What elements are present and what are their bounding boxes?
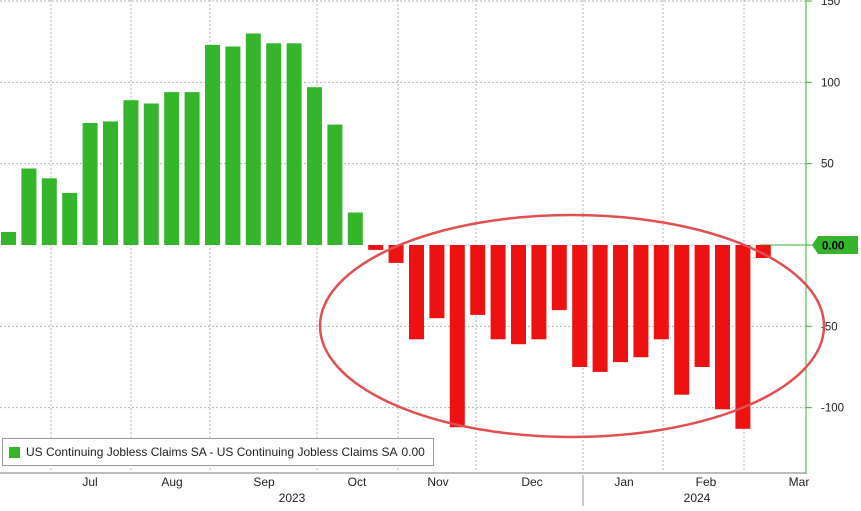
legend-label: US Continuing Jobless Claims SA - US Con…	[26, 445, 398, 459]
bar	[490, 245, 506, 340]
bar	[164, 92, 180, 245]
year-label: 2024	[684, 491, 711, 505]
grid	[0, 0, 806, 472]
bar	[143, 103, 159, 245]
y-tick-label: 100	[821, 77, 840, 89]
bar	[184, 92, 200, 245]
bar	[205, 44, 220, 246]
bar	[429, 245, 445, 319]
bar	[470, 245, 486, 315]
bar	[103, 121, 118, 245]
bar	[347, 212, 363, 245]
x-tick-label: Jan	[614, 475, 633, 489]
year-label: 2023	[279, 491, 306, 505]
bars	[1, 33, 771, 429]
bar	[368, 245, 384, 250]
bar	[653, 245, 669, 340]
bar	[694, 245, 710, 367]
bar	[674, 245, 690, 395]
x-tick-label: Oct	[348, 475, 367, 489]
bar	[735, 245, 751, 429]
bar	[1, 232, 16, 245]
bar	[21, 168, 37, 245]
bar	[266, 43, 282, 245]
bar	[715, 245, 730, 410]
x-tick-label: Jul	[82, 475, 97, 489]
last-value-label: 0.00	[812, 236, 858, 254]
x-tick-label: Feb	[696, 475, 717, 489]
bar	[449, 245, 465, 428]
bar	[511, 245, 526, 345]
legend[interactable]: US Continuing Jobless Claims SA - US Con…	[2, 438, 434, 466]
bar	[123, 100, 139, 245]
bar	[245, 33, 261, 245]
x-tick-label: Sep	[253, 475, 275, 489]
bar	[62, 192, 78, 245]
bar	[225, 46, 241, 245]
bar	[551, 245, 567, 311]
bar	[531, 245, 547, 340]
bar	[633, 245, 649, 358]
bar	[572, 245, 588, 367]
x-tick-label: Nov	[427, 475, 448, 489]
y-tick-label: -100	[821, 403, 844, 415]
bar	[41, 178, 57, 245]
legend-swatch	[9, 446, 20, 458]
bar	[82, 123, 98, 245]
last-value-flag	[812, 236, 858, 254]
bar	[613, 245, 628, 363]
bar	[327, 124, 343, 245]
y-tick-label: 0.00	[822, 241, 844, 253]
x-tick-label: Aug	[161, 475, 182, 489]
bar	[592, 245, 608, 372]
x-tick-label: Dec	[521, 475, 542, 489]
bar	[409, 245, 424, 340]
bar	[286, 43, 302, 245]
y-tick-label: 50	[821, 159, 834, 171]
x-tick-label: Mar	[789, 475, 810, 489]
annotation-ellipse	[318, 213, 826, 439]
legend-value: 0.00	[401, 445, 425, 459]
bar	[307, 87, 322, 245]
y-tick-label: 150	[821, 0, 840, 8]
